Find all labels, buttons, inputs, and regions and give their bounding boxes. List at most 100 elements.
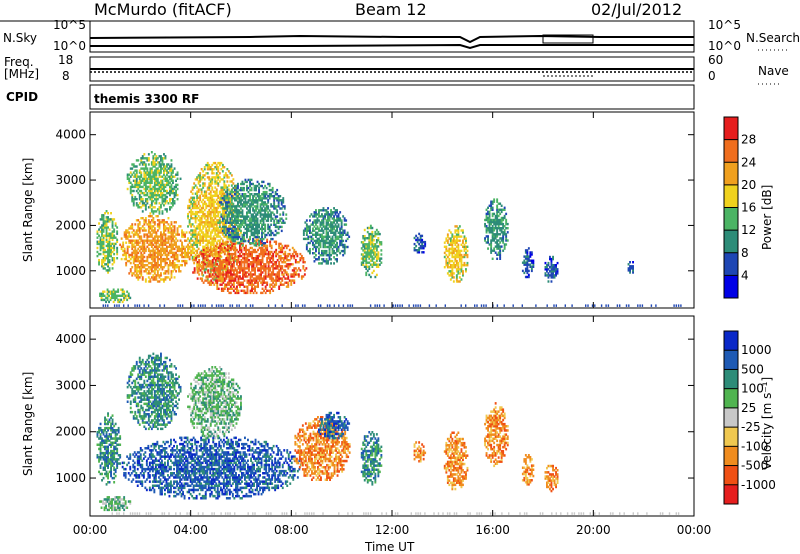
- range-gate-cell: [138, 259, 141, 263]
- range-gate-cell: [150, 261, 153, 265]
- range-gate-cell: [158, 274, 161, 277]
- range-gate-cell: [240, 211, 242, 214]
- range-gate-cell: [156, 249, 159, 253]
- range-gate-cell: [105, 222, 108, 225]
- range-gate-cell: [107, 259, 109, 262]
- range-gate-cell: [229, 275, 232, 278]
- range-gate-cell: [140, 200, 143, 203]
- range-gate-cell: [134, 268, 137, 271]
- range-gate-cell: [360, 263, 363, 266]
- range-gate-cell: [363, 265, 366, 268]
- range-gate-cell: [485, 216, 488, 220]
- range-gate-cell: [465, 270, 467, 273]
- range-gate-cell: [460, 249, 463, 253]
- range-gate-cell: [309, 231, 311, 234]
- range-gate-cell: [203, 217, 206, 220]
- range-gate-cell: [167, 237, 170, 240]
- range-gate-cell: [195, 259, 198, 262]
- range-gate-cell: [235, 235, 238, 239]
- range-gate-cell: [255, 254, 258, 258]
- range-gate-cell: [102, 298, 104, 302]
- range-gate-cell: [107, 242, 109, 246]
- range-gate-cell: [228, 279, 231, 282]
- range-gate-cell: [290, 281, 293, 284]
- range-gate-cell: [170, 223, 173, 226]
- range-gate-cell: [209, 192, 212, 195]
- range-gate-cell: [258, 197, 260, 200]
- range-gate-cell: [201, 279, 204, 282]
- range-gate-cell: [232, 257, 235, 260]
- range-gate-cell: [98, 222, 100, 225]
- range-gate-cell: [285, 265, 288, 268]
- range-gate-cell: [173, 191, 176, 195]
- range-gate-cell: [129, 261, 132, 265]
- range-gate-cell: [339, 235, 342, 238]
- range-gate-cell: [275, 261, 278, 264]
- range-gate-cell: [235, 229, 238, 233]
- range-gate-cell: [196, 192, 199, 195]
- range-gate-cell: [261, 244, 263, 247]
- range-gate-cell: [322, 209, 325, 212]
- range-gate-cell: [234, 242, 237, 246]
- range-gate-cell: [218, 217, 221, 220]
- range-gate-cell: [223, 287, 226, 290]
- range-gate-cell: [131, 225, 134, 228]
- range-gate-cell: [331, 211, 334, 214]
- range-gate-cell: [197, 247, 200, 251]
- range-gate-cell: [299, 252, 302, 256]
- range-gate-cell: [144, 179, 147, 182]
- range-gate-cell: [290, 257, 293, 260]
- range-gate-cell: [236, 275, 238, 278]
- range-gate-cell: [152, 187, 155, 191]
- range-gate-cell: [208, 227, 211, 230]
- range-gate-cell: [339, 252, 342, 255]
- range-gate-cell: [497, 225, 500, 228]
- range-gate-cell: [208, 229, 211, 232]
- range-gate-cell: [212, 206, 215, 210]
- range-gate-cell: [366, 249, 369, 252]
- range-gate-cell: [137, 175, 140, 178]
- range-gate-cell: [169, 200, 171, 203]
- range-gate-cell: [302, 259, 305, 262]
- range-gate-cell: [318, 227, 320, 230]
- range-gate-cell: [118, 294, 121, 297]
- range-gate-cell: [144, 198, 147, 201]
- range-gate-cell: [232, 271, 235, 274]
- range-gate-cell: [267, 257, 270, 260]
- range-gate-cell: [293, 269, 296, 272]
- range-gate-cell: [147, 185, 150, 189]
- range-gate-cell: [99, 246, 102, 250]
- nsearch-tick-top: 10^5: [708, 18, 741, 32]
- range-gate-cell: [164, 193, 167, 197]
- range-gate-cell: [260, 265, 262, 268]
- range-gate-cell: [146, 223, 149, 226]
- range-gate-cell: [250, 188, 253, 192]
- range-gate-cell: [109, 298, 112, 302]
- range-gate-cell: [302, 233, 305, 236]
- range-gate-cell: [150, 189, 153, 193]
- range-gate-cell: [285, 273, 288, 276]
- range-gate-cell: [246, 257, 249, 260]
- range-gate-cell: [98, 228, 100, 231]
- range-gate-cell: [116, 257, 119, 260]
- range-gate-cell: [206, 221, 209, 224]
- range-gate-cell: [313, 243, 316, 247]
- range-gate-cell: [446, 233, 449, 236]
- range-gate-cell: [207, 254, 210, 258]
- range-gate-cell: [269, 242, 272, 246]
- range-gate-cell: [246, 285, 249, 288]
- range-gate-cell: [418, 238, 421, 242]
- range-gate-cell: [204, 271, 207, 274]
- range-gate-cell: [160, 181, 162, 184]
- range-gate-cell: [368, 257, 371, 260]
- range-gate-cell: [241, 180, 244, 184]
- range-gate-cell: [249, 193, 251, 196]
- range-gate-cell: [264, 201, 267, 204]
- range-gate-cell: [211, 241, 214, 244]
- range-gate-cell: [455, 241, 458, 244]
- range-gate-cell: [219, 246, 222, 250]
- range-gate-cell: [227, 170, 230, 173]
- range-gate-cell: [238, 213, 241, 216]
- range-gate-cell: [457, 253, 460, 257]
- range-gate-cell: [143, 202, 146, 205]
